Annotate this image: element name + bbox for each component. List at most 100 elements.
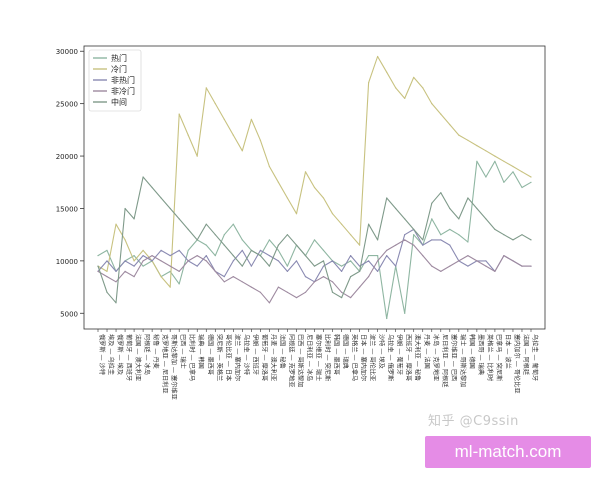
legend-label: 非热门 [111, 75, 135, 85]
x-tick-label: 丹麦 — 澳大利亚 [269, 334, 277, 381]
x-axis: 俄罗斯 — 沙特 埃及 — 乌拉圭 俄罗斯 — 埃及 葡萄牙 — 西班牙 法国 — 澳大… [97, 329, 539, 400]
x-tick-label: 法国 — 澳大利亚 [134, 334, 142, 381]
data-point [404, 97, 406, 99]
data-point [178, 249, 180, 251]
data-point [377, 255, 379, 257]
x-tick-label: 葡萄牙 — 摩洛哥 [260, 334, 268, 381]
data-point [205, 223, 207, 225]
x-tick-label: 巴西 — 哥斯达黎加 [296, 334, 304, 387]
x-tick-label: 埃及 — 乌拉圭 [107, 334, 115, 375]
legend-label: 冷门 [111, 64, 127, 74]
data-point [178, 113, 180, 115]
data-point [241, 249, 243, 251]
data-point [169, 286, 171, 288]
data-point [160, 260, 162, 262]
data-point [115, 302, 117, 304]
data-point [331, 281, 334, 283]
data-point [503, 255, 505, 257]
data-point [169, 207, 171, 210]
legend-label: 非冷门 [111, 86, 135, 96]
data-point [422, 244, 424, 246]
data-point [259, 249, 261, 251]
x-tick-label: 德国 — 瑞典 [342, 334, 350, 369]
data-point [286, 265, 288, 267]
data-point [178, 218, 180, 220]
y-tick-label: 30000 [56, 48, 78, 56]
x-tick-label: 西班牙 — 摩洛哥 [405, 334, 413, 381]
data-point [386, 317, 388, 320]
x-tick-label: 克罗地亚 — 尼日利亚 [161, 334, 169, 394]
series-line [97, 239, 531, 304]
data-point [476, 160, 478, 162]
data-point [440, 192, 442, 194]
data-point [304, 255, 307, 257]
y-tick-label: 15000 [56, 205, 78, 213]
data-point [304, 276, 307, 278]
data-point [404, 234, 406, 236]
data-point [485, 260, 487, 262]
x-tick-label: 日本 — 波兰 [504, 334, 512, 369]
data-point [250, 286, 252, 288]
series-非热门 [97, 228, 532, 283]
data-point [142, 255, 144, 257]
data-point [250, 249, 252, 251]
legend-label: 中间 [111, 97, 127, 107]
data-point [494, 270, 496, 272]
data-point [295, 213, 298, 215]
x-tick-label: 法国 — 秘鲁 [278, 334, 286, 369]
data-point [341, 270, 343, 272]
data-point [214, 270, 216, 272]
data-point [97, 270, 99, 272]
data-point [530, 239, 532, 241]
data-point [512, 165, 514, 168]
data-point [115, 270, 117, 272]
data-point [440, 239, 442, 241]
x-tick-label: 德国 — 墨西哥 [206, 334, 214, 375]
data-point [322, 265, 325, 267]
data-point [467, 265, 469, 267]
data-point [124, 260, 126, 262]
data-point [205, 87, 207, 89]
data-point [286, 197, 288, 199]
x-tick-label: 乌拉圭 — 沙特 [242, 334, 250, 375]
data-point [413, 228, 415, 230]
data-point [431, 202, 433, 204]
data-point [431, 239, 433, 241]
x-tick-label: 比利时 — 突尼斯 [324, 334, 332, 381]
data-point [322, 197, 325, 199]
data-point [295, 260, 298, 262]
x-tick-label: 乌拉圭 — 葡萄牙 [531, 334, 539, 381]
data-point [359, 270, 361, 272]
y-tick-label: 25000 [56, 101, 78, 109]
data-point [494, 155, 496, 157]
data-point [449, 207, 451, 210]
data-point [277, 244, 279, 246]
data-point [214, 234, 216, 236]
data-point [395, 244, 397, 246]
data-point [521, 186, 523, 189]
data-point [512, 239, 514, 241]
x-tick-label: 秘鲁 — 丹麦 [152, 334, 160, 369]
data-point [268, 255, 270, 257]
data-point [377, 55, 379, 58]
data-point [485, 218, 487, 220]
data-point [277, 286, 279, 288]
data-point [304, 171, 307, 173]
data-point [440, 234, 442, 236]
data-point [268, 239, 270, 241]
data-point [350, 255, 352, 257]
data-point [196, 239, 198, 241]
data-point [232, 260, 234, 262]
data-point [151, 186, 153, 189]
data-point [377, 270, 379, 272]
data-point [458, 134, 460, 136]
x-tick-label: 澳大利亚 — 秘鲁 [414, 334, 422, 381]
data-point [368, 276, 370, 278]
data-point [268, 265, 270, 267]
data-point [286, 291, 288, 293]
data-point [440, 270, 442, 272]
data-point [395, 207, 397, 210]
data-point [503, 234, 505, 236]
site-banner: ml-match.com [425, 436, 591, 468]
